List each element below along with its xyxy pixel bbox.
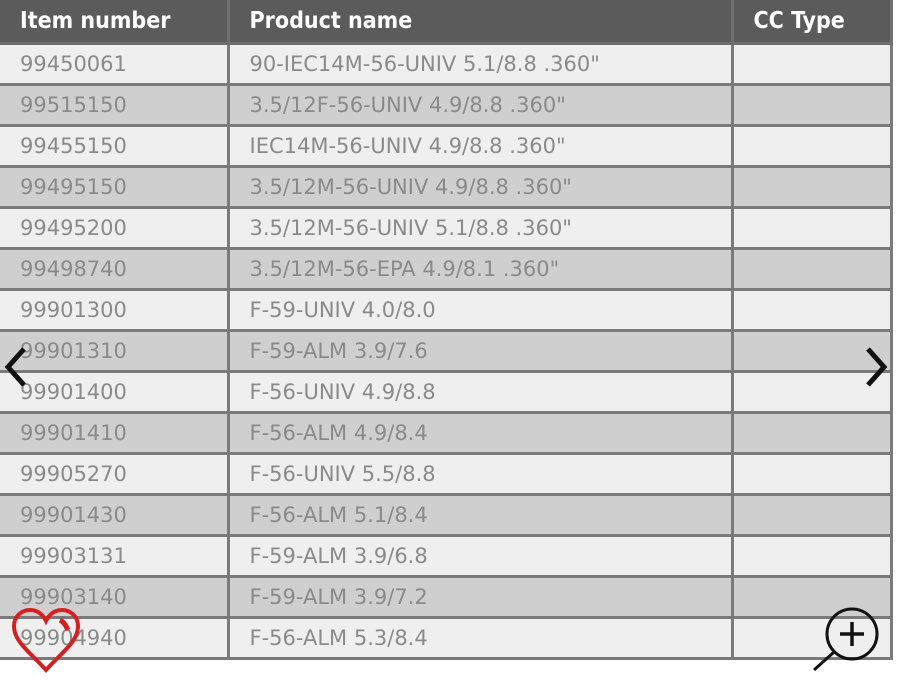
table-row[interactable]: 99495150 3.5/12M-56-UNIV 4.9/8.8 .360" [0, 165, 893, 209]
favorite-button[interactable] [10, 607, 82, 678]
table-row[interactable]: 99901430 F-56-ALM 5.1/8.4 [0, 493, 893, 537]
cell-cc-type [730, 83, 893, 127]
cell-item-number: 99904940 [0, 616, 230, 660]
cell-cc-type [730, 411, 893, 455]
cell-item-number: 99450061 [0, 42, 230, 86]
cell-item-number: 99903140 [0, 575, 230, 619]
prev-image-button[interactable] [0, 345, 30, 389]
cell-cc-type [730, 42, 893, 86]
cell-item-number: 99901300 [0, 288, 230, 332]
cell-item-number: 99495200 [0, 206, 230, 250]
cell-product-name: F-56-ALM 5.1/8.4 [226, 493, 734, 537]
cell-item-number: 99455150 [0, 124, 230, 168]
table-row[interactable]: 99498740 3.5/12M-56-EPA 4.9/8.1 .360" [0, 247, 893, 291]
table-row[interactable]: 99903131 F-59-ALM 3.9/6.8 [0, 534, 893, 578]
cell-item-number: 99905270 [0, 452, 230, 496]
cell-cc-type [730, 288, 893, 332]
table-row[interactable]: 99901300 F-59-UNIV 4.0/8.0 [0, 288, 893, 332]
table-row[interactable]: 99901410 F-56-ALM 4.9/8.4 [0, 411, 893, 455]
table-row[interactable]: 99901400 F-56-UNIV 4.9/8.8 [0, 370, 893, 414]
zoom-in-icon [812, 607, 879, 672]
cell-item-number: 99901310 [0, 329, 230, 373]
header-item-number: Item number [0, 0, 230, 45]
cell-cc-type [730, 206, 893, 250]
next-image-button[interactable] [862, 345, 892, 389]
cell-cc-type [730, 616, 893, 660]
table-row[interactable]: 99495200 3.5/12M-56-UNIV 5.1/8.8 .360" [0, 206, 893, 250]
zoom-in-button[interactable] [810, 606, 882, 676]
cell-cc-type [730, 575, 893, 619]
cell-product-name: F-56-UNIV 5.5/8.8 [226, 452, 734, 496]
cell-product-name: 3.5/12F-56-UNIV 4.9/8.8 .360" [226, 83, 734, 127]
cell-product-name: F-59-ALM 3.9/7.6 [226, 329, 734, 373]
cell-product-name: F-56-ALM 4.9/8.4 [226, 411, 734, 455]
cell-product-name: 3.5/12M-56-EPA 4.9/8.1 .360" [226, 247, 734, 291]
table-row[interactable]: 99903140 F-59-ALM 3.9/7.2 [0, 575, 893, 619]
cell-cc-type [730, 452, 893, 496]
cell-product-name: 3.5/12M-56-UNIV 5.1/8.8 .360" [226, 206, 734, 250]
cell-cc-type [730, 124, 893, 168]
table-row[interactable]: 99904940 F-56-ALM 5.3/8.4 [0, 616, 893, 660]
cell-cc-type [730, 329, 893, 373]
table-row[interactable]: 99901310 F-59-ALM 3.9/7.6 [0, 329, 893, 373]
header-cc-type: CC Type [730, 0, 893, 45]
cell-product-name: F-59-ALM 3.9/7.2 [226, 575, 734, 619]
chevron-left-icon [4, 347, 26, 387]
cell-cc-type [730, 370, 893, 414]
cell-cc-type [730, 534, 893, 578]
header-product-name: Product name [226, 0, 734, 45]
table-row[interactable]: 99450061 90-IEC14M-56-UNIV 5.1/8.8 .360" [0, 42, 893, 86]
cell-item-number: 99495150 [0, 165, 230, 209]
cell-item-number: 99901410 [0, 411, 230, 455]
cell-cc-type [730, 247, 893, 291]
cell-cc-type [730, 493, 893, 537]
table-row[interactable]: 99515150 3.5/12F-56-UNIV 4.9/8.8 .360" [0, 83, 893, 127]
cell-product-name: IEC14M-56-UNIV 4.9/8.8 .360" [226, 124, 734, 168]
cell-item-number: 99903131 [0, 534, 230, 578]
cell-item-number: 99901430 [0, 493, 230, 537]
cell-product-name: F-56-ALM 5.3/8.4 [226, 616, 734, 660]
cell-product-name: 90-IEC14M-56-UNIV 5.1/8.8 .360" [226, 42, 734, 86]
heart-outline-icon [11, 607, 81, 674]
cell-product-name: F-56-UNIV 4.9/8.8 [226, 370, 734, 414]
cell-product-name: F-59-ALM 3.9/6.8 [226, 534, 734, 578]
table-row[interactable]: 99455150 IEC14M-56-UNIV 4.9/8.8 .360" [0, 124, 893, 168]
cell-item-number: 99498740 [0, 247, 230, 291]
cell-cc-type [730, 165, 893, 209]
chevron-right-icon [866, 347, 888, 387]
cell-item-number: 99901400 [0, 370, 230, 414]
cell-item-number: 99515150 [0, 83, 230, 127]
cell-product-name: F-59-UNIV 4.0/8.0 [226, 288, 734, 332]
product-table: Item number Product name CC Type 9945006… [0, 0, 893, 660]
cell-product-name: 3.5/12M-56-UNIV 4.9/8.8 .360" [226, 165, 734, 209]
table-row[interactable]: 99905270 F-56-UNIV 5.5/8.8 [0, 452, 893, 496]
header-row: Item number Product name CC Type [0, 0, 893, 45]
